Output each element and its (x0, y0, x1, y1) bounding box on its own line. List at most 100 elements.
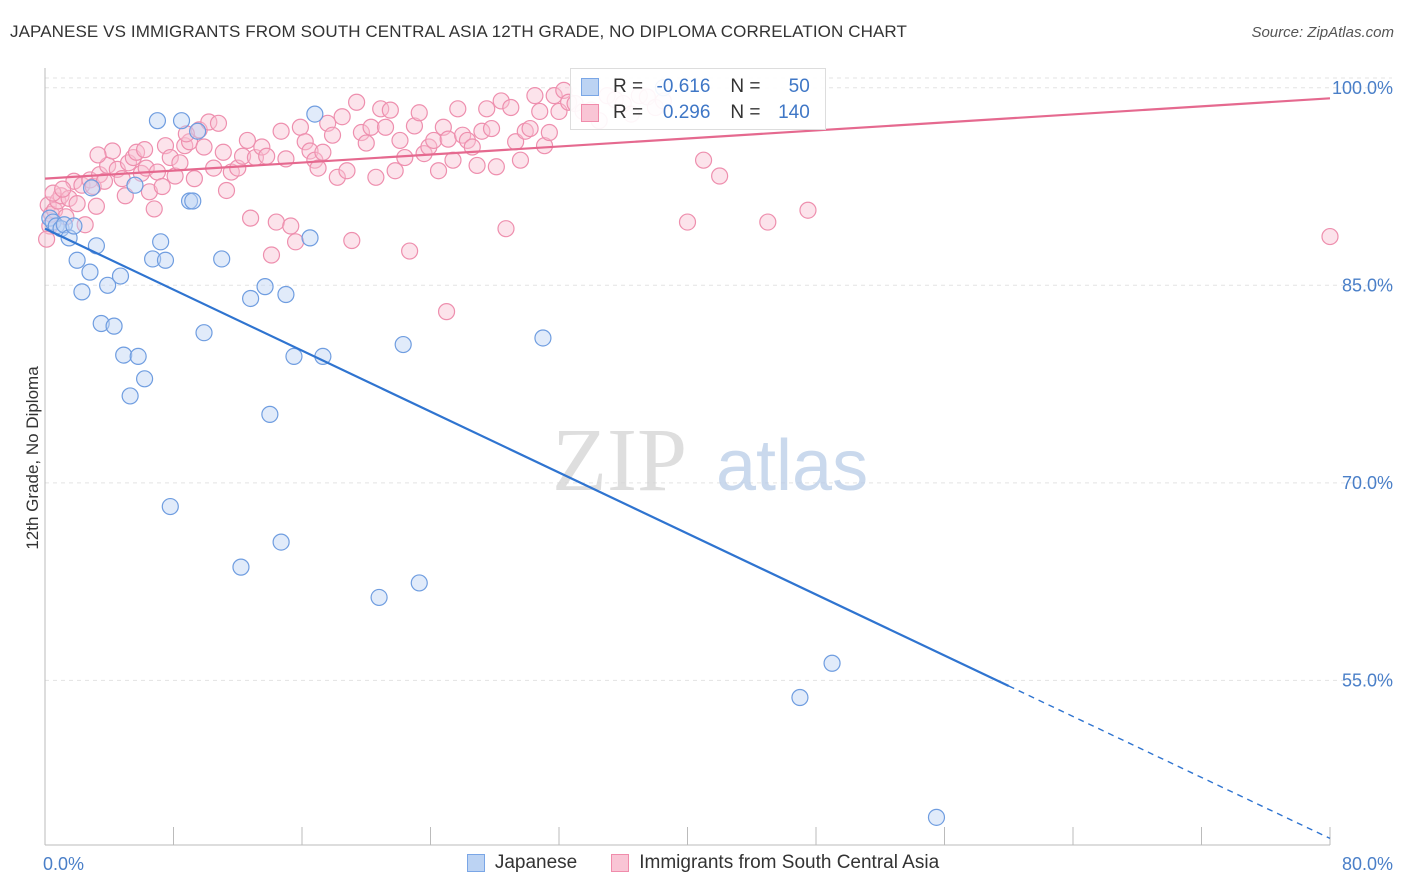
japanese-point (410, 574, 428, 592)
immigrants-point (238, 131, 256, 150)
immigrants-point (185, 170, 203, 188)
axes (44, 68, 1331, 846)
japanese-point (68, 251, 86, 269)
watermark-zip: ZIP (552, 411, 687, 510)
immigrants-point (209, 114, 228, 132)
series-legend: Japanese Immigrants from South Central A… (0, 852, 1406, 874)
legend-item-japanese[interactable]: Japanese (466, 852, 577, 874)
immigrants-point (145, 200, 163, 218)
japanese-point (156, 251, 175, 269)
immigrants-point (429, 162, 448, 180)
legend-item-immigrants[interactable]: Immigrants from South Central Asia (611, 852, 939, 874)
immigrants-point (253, 138, 271, 156)
japanese-point (394, 335, 412, 354)
immigrants-point (401, 242, 419, 260)
immigrants-point (478, 100, 496, 118)
chart-title: JAPANESE VS IMMIGRANTS FROM SOUTH CENTRA… (10, 22, 907, 41)
immigrants-point (242, 209, 260, 227)
legend-n-value: 50 (788, 76, 810, 97)
trend-lines (44, 97, 1331, 840)
y-tick-label: 100.0% (1332, 78, 1393, 98)
immigrants-point (166, 167, 184, 185)
source-label: Source: ZipAtlas.com (1251, 24, 1394, 41)
immigrants-point (482, 119, 501, 138)
immigrants-point (314, 143, 332, 161)
immigrants-point (291, 118, 309, 136)
immigrants-point (171, 154, 189, 172)
immigrants-point (153, 177, 171, 196)
immigrants-point (376, 118, 395, 136)
japanese-point (306, 105, 324, 123)
immigrants-point (301, 142, 319, 160)
immigrants-point (531, 102, 549, 121)
immigrants-point (678, 213, 697, 231)
japanese-point (144, 250, 162, 268)
immigrants-point (328, 168, 346, 186)
legend-n-label: N = (730, 76, 761, 97)
immigrants-point (492, 92, 510, 110)
japanese-point (213, 250, 231, 268)
immigrants-point (343, 231, 361, 250)
legend-r-value: 0.296 (662, 102, 711, 123)
japanese-point (242, 289, 260, 308)
immigrants-point (439, 130, 457, 148)
immigrants-point (540, 123, 558, 142)
japanese-point (184, 192, 202, 210)
japanese-point (111, 267, 130, 285)
series-immigrants-points (38, 81, 1339, 321)
japanese-point (81, 263, 99, 281)
tick-labels: 100.0% 85.0% 70.0% 55.0% 0.0% 80.0% (43, 78, 1393, 874)
immigrants-point (135, 141, 154, 159)
immigrants-point (437, 303, 456, 321)
immigrants-point (391, 131, 409, 150)
x-tick-label: 80.0% (1342, 854, 1393, 874)
immigrants-point (195, 138, 213, 156)
immigrants-point (362, 118, 380, 136)
immigrants-point (177, 125, 195, 143)
japanese-point (121, 387, 139, 405)
immigrants-point (233, 147, 252, 165)
immigrants-point (267, 213, 285, 231)
immigrants-point (799, 201, 817, 219)
japanese-point (261, 405, 279, 423)
japanese-point (99, 276, 117, 294)
immigrants-point (214, 143, 232, 161)
japanese-point (195, 324, 213, 342)
immigrants-point (694, 151, 713, 169)
legend-n-value: 140 (778, 102, 810, 123)
immigrants-point (348, 93, 366, 111)
immigrants-point (357, 134, 375, 152)
japanese-point (534, 329, 552, 347)
immigrants-point (535, 137, 554, 155)
japanese-point (161, 497, 179, 516)
immigrants-point (87, 197, 106, 215)
immigrants-point (54, 180, 72, 198)
japanese-point (188, 122, 207, 140)
immigrants-point (296, 133, 314, 151)
legend-r-value: -0.616 (656, 76, 711, 97)
immigrants-point (217, 181, 236, 200)
immigrants-point (1321, 227, 1339, 246)
legend-r-label: R = (613, 76, 644, 97)
japanese-point (152, 233, 170, 251)
japanese-point (791, 688, 809, 707)
japanese-trend-extension (1008, 685, 1331, 840)
immigrants-point (352, 123, 371, 142)
immigrants-point (338, 162, 356, 180)
immigrants-point (759, 213, 777, 231)
immigrants-point (487, 158, 505, 176)
immigrants-point (526, 87, 544, 105)
japanese-point (115, 346, 133, 364)
immigrants-point (454, 126, 472, 144)
japanese-point (370, 588, 388, 607)
immigrants-point (473, 122, 491, 140)
japanese-point (126, 176, 144, 194)
immigrants-point (258, 147, 276, 165)
japanese-point (148, 112, 167, 130)
watermark-atlas: atlas (716, 426, 868, 506)
japanese-point (135, 370, 154, 388)
immigrants-point (323, 126, 342, 144)
legend-swatch-immigrants (611, 854, 630, 872)
immigrants-point (116, 187, 134, 205)
